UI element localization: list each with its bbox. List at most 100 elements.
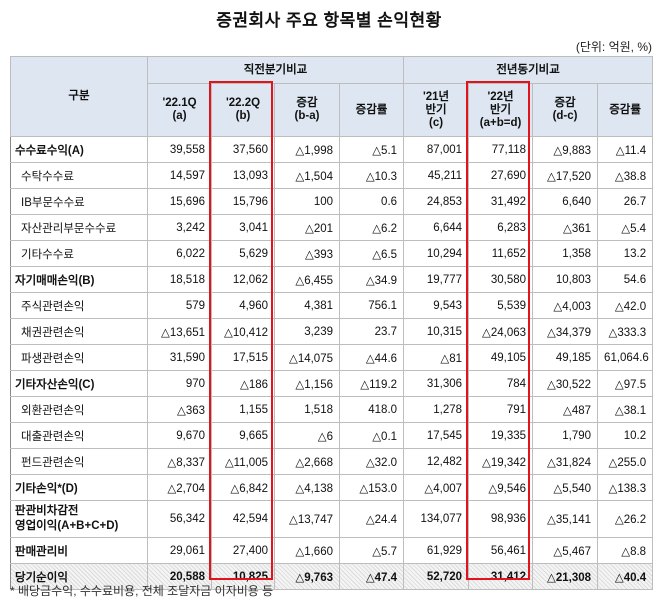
cell-value: 418.0 xyxy=(338,396,405,423)
cell-value: △6.5 xyxy=(338,240,405,267)
cell-value: 13.2 xyxy=(597,240,654,267)
header-col-text: (a) xyxy=(172,110,187,122)
cell-value: 31,492 xyxy=(468,188,534,215)
cell-value: 12,482 xyxy=(403,448,470,475)
row-label: 대출관련손익 xyxy=(10,422,148,449)
cell-value: △21,308 xyxy=(532,563,599,590)
table-row: 자기매매손익(B) 18,518 12,062 △6,455 △34.9 19,777 30… xyxy=(10,266,654,293)
cell-value: 15,696 xyxy=(147,188,212,215)
cell-value: △5,540 xyxy=(532,474,599,501)
cell-value: △47.4 xyxy=(338,563,405,590)
cell-value: 6,644 xyxy=(403,214,470,241)
cell-value: 3,041 xyxy=(211,214,275,241)
table-row: 외환관련손익 △363 1,155 1,518 418.0 1,278 791 △487 △38… xyxy=(10,396,654,423)
cell-value: 10,803 xyxy=(532,266,599,293)
cell-value: △361 xyxy=(532,214,599,241)
cell-value: 87,001 xyxy=(403,136,470,163)
cell-value: △11,005 xyxy=(211,448,275,475)
cell-value: △333.3 xyxy=(597,318,654,345)
cell-value: △9,763 xyxy=(274,563,340,590)
table-row: 자산관리부문수수료 3,242 3,041 △201 △6.2 6,644 6,283 △36… xyxy=(10,214,654,241)
cell-value: 579 xyxy=(147,292,212,319)
cell-value: △34,379 xyxy=(532,318,599,345)
cell-value: △6.2 xyxy=(338,214,405,241)
cell-value: △10.3 xyxy=(338,162,405,189)
cell-value: △119.2 xyxy=(338,370,405,397)
cell-value: △13,651 xyxy=(147,318,212,345)
cell-value: △2,668 xyxy=(274,448,340,475)
header-col-text: '22.2Q xyxy=(225,97,261,109)
row-label: 수수료수익(A) xyxy=(10,136,148,163)
header-col-7: 증감률 xyxy=(597,83,654,137)
header-col-text: 반기 xyxy=(489,103,512,116)
cell-value: 1,790 xyxy=(532,422,599,449)
cell-value: △4,007 xyxy=(403,474,470,501)
cell-value: △2,704 xyxy=(147,474,212,501)
cell-value: △5.4 xyxy=(597,214,654,241)
table-row: 판관비차감전 영업이익(A+B+C+D) 56,342 42,594 △13,747 △2… xyxy=(10,500,654,538)
cell-value: △8,337 xyxy=(147,448,212,475)
cell-value: 30,580 xyxy=(468,266,534,293)
table-row: 펀드관련손익 △8,337 △11,005 △2,668 △32.0 12,482 △19,… xyxy=(10,448,654,475)
cell-value: 31,306 xyxy=(403,370,470,397)
cell-value: △26.2 xyxy=(597,500,654,538)
cell-value: 5,629 xyxy=(211,240,275,267)
header-col-text: (a+b=d) xyxy=(479,116,522,129)
header-col-6: 증감 (d-c) xyxy=(532,83,599,137)
cell-value: 45,211 xyxy=(403,162,470,189)
table-row: 기타손익*(D) △2,704 △6,842 △4,138 △153.0 △4,007 △9… xyxy=(10,474,654,501)
cell-value: △44.6 xyxy=(338,344,405,371)
cell-value: △1,156 xyxy=(274,370,340,397)
cell-value: 29,061 xyxy=(147,537,212,564)
cell-value: 1,278 xyxy=(403,396,470,423)
cell-value: 19,335 xyxy=(468,422,534,449)
cell-value: 134,077 xyxy=(403,500,470,538)
cell-value: △14,075 xyxy=(274,344,340,371)
row-label: 외환관련손익 xyxy=(10,396,148,423)
cell-value: 49,185 xyxy=(532,344,599,371)
cell-value: △9,883 xyxy=(532,136,599,163)
table-row: 수탁수수료 14,597 13,093 △1,504 △10.3 45,211 27,690… xyxy=(10,162,654,189)
cell-value: △5.1 xyxy=(338,136,405,163)
cell-value: △30,522 xyxy=(532,370,599,397)
cell-value: 970 xyxy=(147,370,212,397)
header-col-text: (b-a) xyxy=(294,110,320,122)
cell-value: △5.7 xyxy=(338,537,405,564)
header-group-prev-year: 전년동기비교 xyxy=(403,56,654,84)
cell-value: △5,467 xyxy=(532,537,599,564)
cell-value: 31,590 xyxy=(147,344,212,371)
cell-value: 756.1 xyxy=(338,292,405,319)
cell-value: △1,504 xyxy=(274,162,340,189)
cell-value: △40.4 xyxy=(597,563,654,590)
cell-value: △42.0 xyxy=(597,292,654,319)
table-row: 대출관련손익 9,670 9,665 △6 △0.1 17,545 19,335 1,790 1… xyxy=(10,422,654,449)
header-col-text: '21년 xyxy=(422,90,450,103)
cell-value: △13,747 xyxy=(274,500,340,538)
cell-value: 1,358 xyxy=(532,240,599,267)
row-label: 자산관리부문수수료 xyxy=(10,214,148,241)
cell-value: △6,455 xyxy=(274,266,340,293)
cell-value: 100 xyxy=(274,188,340,215)
cell-value: △0.1 xyxy=(338,422,405,449)
cell-value: 61,929 xyxy=(403,537,470,564)
cell-value: △4,138 xyxy=(274,474,340,501)
footnote: * 배당금수익, 수수료비용, 전체 조달자금 이자비용 등 xyxy=(10,584,274,598)
table-row: 판매관리비 29,061 27,400 △1,660 △5.7 61,929 56,461 △… xyxy=(10,537,654,564)
cell-value: 4,960 xyxy=(211,292,275,319)
cell-value: 17,545 xyxy=(403,422,470,449)
row-label: 채권관련손익 xyxy=(10,318,148,345)
row-label: 펀드관련손익 xyxy=(10,448,148,475)
cell-value: 26.7 xyxy=(597,188,654,215)
cell-value: 19,777 xyxy=(403,266,470,293)
header-col-2: 증감 (b-a) xyxy=(274,83,340,137)
cell-value: 61,064.6 xyxy=(597,344,654,371)
cell-value: 6,640 xyxy=(532,188,599,215)
header-col-text: 증감률 xyxy=(355,103,388,116)
cell-value: 4,381 xyxy=(274,292,340,319)
header-col-text: 반기 xyxy=(425,103,447,116)
header-col-text: '22년 xyxy=(487,90,514,103)
cell-value: 1,518 xyxy=(274,396,340,423)
header-col-text: '22.1Q xyxy=(162,97,197,109)
header-group-prev-quarter: 직전분기비교 xyxy=(146,56,405,84)
cell-value: △255.0 xyxy=(597,448,654,475)
